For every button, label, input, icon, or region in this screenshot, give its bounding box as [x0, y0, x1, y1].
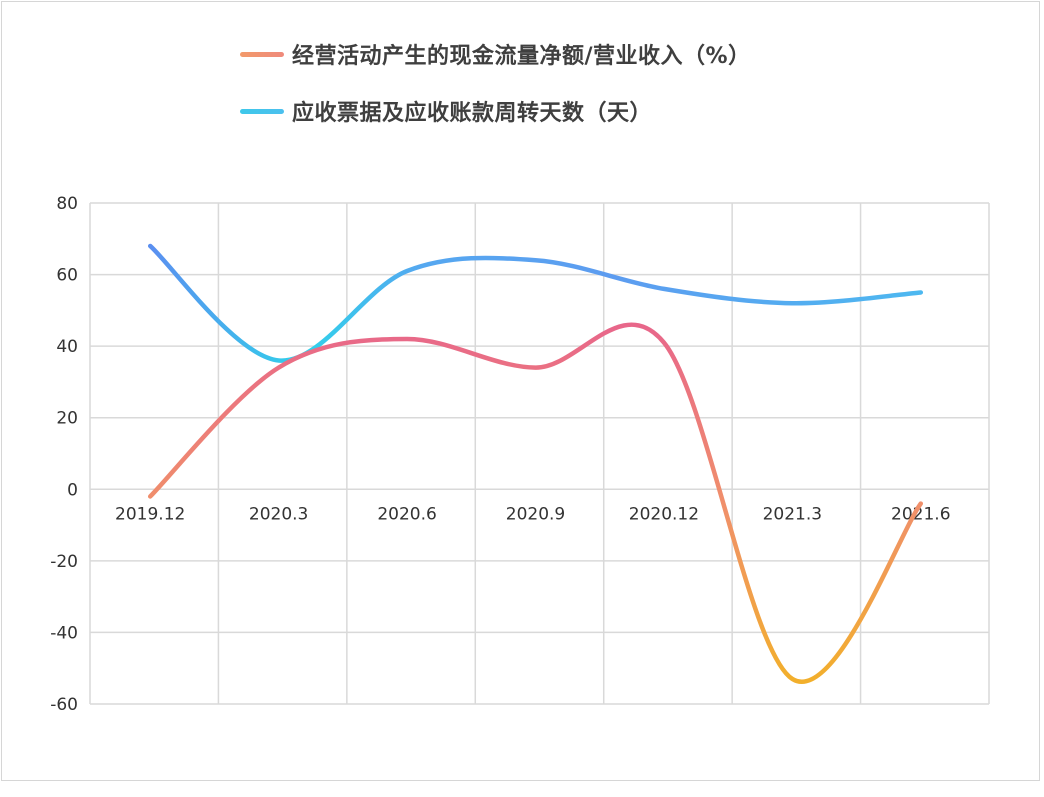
y-tick-label: 40 [56, 337, 78, 357]
series-line-receivable-days[interactable] [147, 243, 924, 363]
x-tick-label: 2020.3 [249, 504, 308, 524]
y-tick-label: -20 [50, 552, 78, 572]
x-tick-label: 2020.12 [629, 504, 699, 524]
y-axis-ticks: 80 60 40 20 0 -20 -40 -60 [50, 194, 78, 715]
x-axis-ticks: 2019.12 2020.3 2020.6 2020.9 2020.12 2021.3 20… [115, 504, 950, 524]
grid-lines [89, 202, 990, 705]
legend-label: 经营活动产生的现金流量净额/营业收入（%） [292, 44, 751, 69]
legend-swatch-orange-icon [240, 51, 284, 57]
y-tick-label: 60 [56, 266, 78, 286]
legend-item-receivable-days[interactable]: 应收票据及应收账款周转天数（天） [240, 93, 652, 129]
y-tick-label: -40 [50, 623, 78, 643]
x-tick-label: 2021.6 [891, 504, 950, 524]
x-tick-label: 2019.12 [115, 504, 185, 524]
y-tick-label: -60 [50, 695, 78, 715]
x-tick-label: 2021.3 [763, 504, 822, 524]
y-tick-label: 0 [67, 480, 78, 500]
legend-label: 应收票据及应收账款周转天数（天） [292, 101, 653, 126]
series-line-cash-flow-ratio[interactable] [147, 322, 924, 684]
x-tick-label: 2020.6 [377, 504, 436, 524]
y-tick-label: 80 [56, 194, 78, 214]
legend-swatch-cyan-icon [240, 108, 284, 114]
chart-frame [1, 1, 1040, 781]
legend-item-cash-flow-ratio[interactable]: 经营活动产生的现金流量净额/营业收入（%） [240, 36, 751, 72]
x-tick-label: 2020.9 [506, 504, 565, 524]
y-tick-label: 20 [56, 409, 78, 429]
